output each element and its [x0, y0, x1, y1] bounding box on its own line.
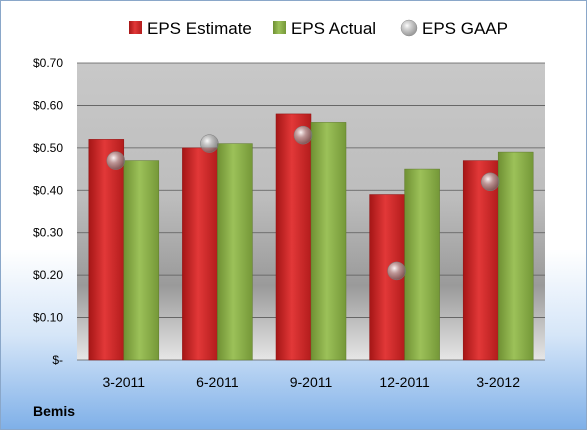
legend-swatch-estimate: [129, 21, 142, 34]
legend-label-estimate: EPS Estimate: [147, 19, 252, 38]
y-tick-label: $0.50: [33, 141, 63, 155]
x-category-label: 3-2011: [103, 374, 146, 390]
bar-eps-estimate: [275, 113, 312, 361]
x-category-label: 12-2011: [379, 374, 430, 390]
gaap-markers: [106, 125, 500, 281]
y-tick-label: $0.40: [33, 183, 63, 197]
bars: [88, 113, 534, 361]
y-tick-label: $0.60: [33, 98, 63, 112]
legend: EPS Estimate EPS Actual EPS GAAP: [129, 19, 508, 38]
bar-eps-estimate: [182, 147, 218, 361]
bar-eps-actual: [310, 122, 347, 361]
bar-eps-actual: [217, 143, 253, 361]
legend-swatch-gaap: [400, 19, 418, 37]
company-name: Bemis: [33, 403, 76, 419]
marker-eps-gaap: [480, 172, 500, 192]
y-tick-label: $-: [52, 353, 63, 367]
x-category-label: 6-2011: [196, 374, 239, 390]
bar-eps-estimate: [462, 160, 499, 361]
y-tick-label: $0.70: [33, 56, 63, 70]
bar-eps-estimate: [88, 139, 125, 361]
x-category-label: 3-2012: [476, 374, 520, 390]
marker-eps-gaap: [106, 151, 126, 170]
y-tick-label: $0.20: [33, 268, 63, 282]
bar-eps-actual: [123, 160, 160, 361]
y-axis-labels: $- $0.10 $0.20 $0.30 $0.40 $0.50 $0.60 $0.70: [33, 56, 63, 367]
legend-label-actual: EPS Actual: [291, 19, 376, 38]
y-tick-label: $0.10: [33, 311, 63, 325]
marker-eps-gaap: [387, 261, 406, 281]
y-tick-label: $0.30: [33, 226, 63, 240]
legend-swatch-actual: [273, 21, 286, 34]
marker-eps-gaap: [293, 125, 313, 145]
legend-label-gaap: EPS GAAP: [422, 19, 508, 38]
x-axis-labels: 3-2011 6-2011 9-2011 12-2011 3-2012: [103, 374, 521, 390]
x-category-label: 9-2011: [290, 374, 333, 390]
bar-eps-actual: [404, 168, 440, 361]
bar-eps-actual: [497, 151, 534, 361]
marker-eps-gaap: [200, 134, 219, 153]
